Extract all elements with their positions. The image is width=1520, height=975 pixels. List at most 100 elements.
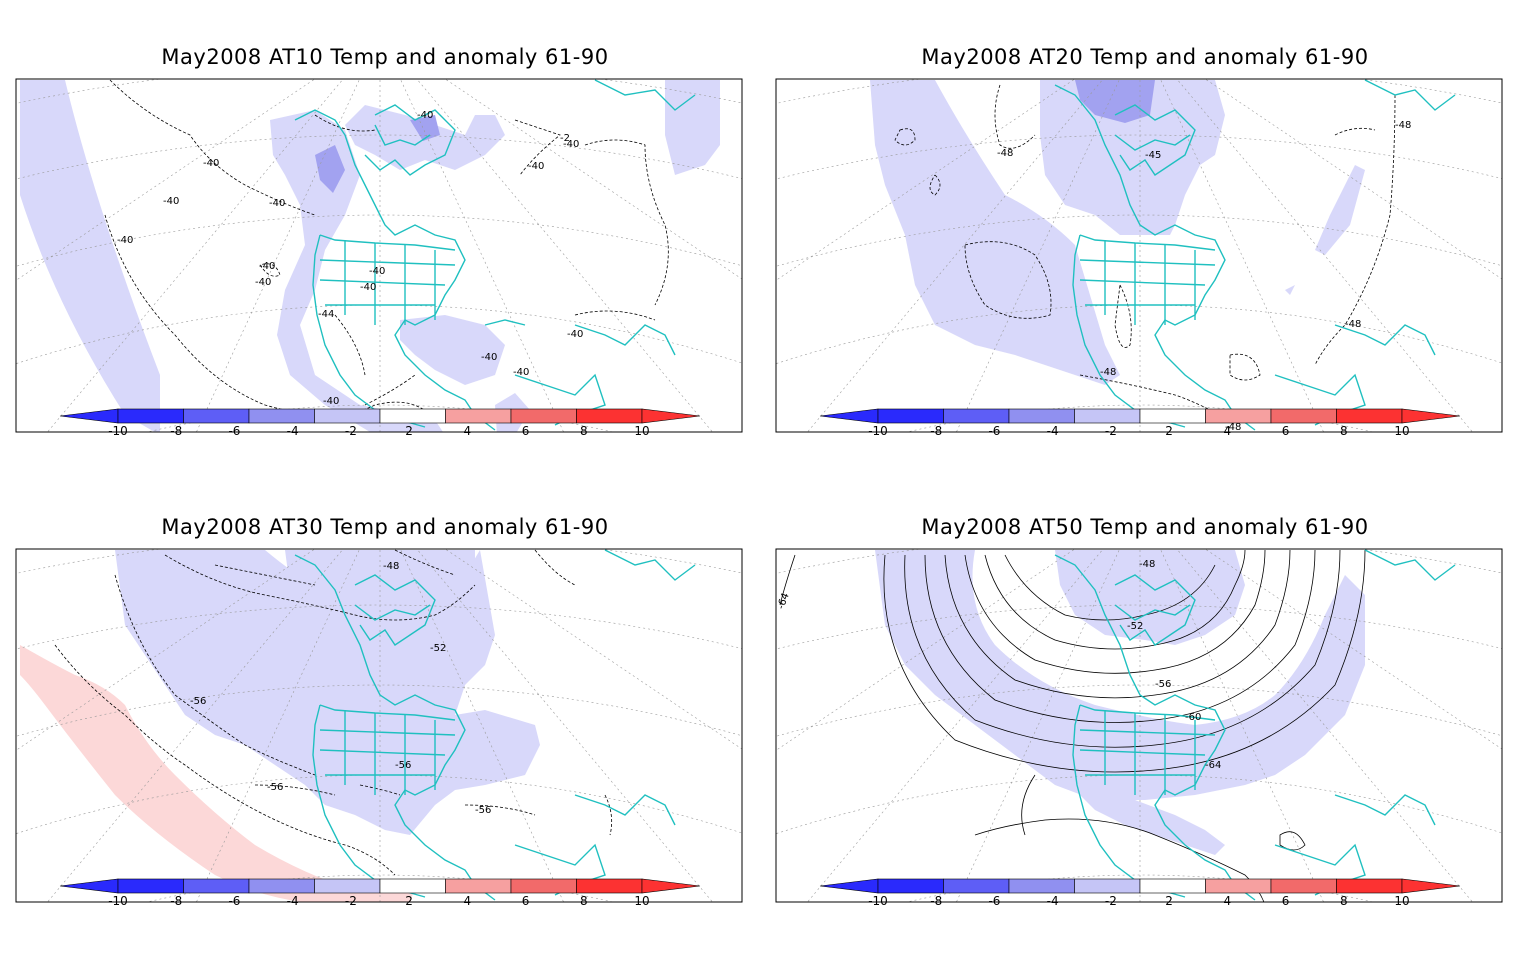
colorbar-tick-label: 2 <box>405 424 413 438</box>
contour-label: -40 <box>481 352 497 363</box>
contour-label: -2 <box>560 133 570 144</box>
colorbar-tick-label: 6 <box>522 894 530 908</box>
contour-label: -40 <box>323 396 339 407</box>
lat-lon-grid <box>16 79 742 432</box>
anomaly-region <box>270 110 443 432</box>
lat-lon-grid <box>776 79 1502 432</box>
anomaly-region <box>1040 80 1225 235</box>
anomaly-region <box>1075 80 1155 123</box>
contour-label: -40 <box>269 198 285 209</box>
colorbar-tick-label: 4 <box>1224 424 1232 438</box>
colorbar-box <box>576 878 643 894</box>
map-at20: -48 -45 -48 -48 -48 -48 <box>775 78 1503 433</box>
colorbar-arrow-left <box>59 408 119 424</box>
colorbar-tick-label: -2 <box>345 894 357 908</box>
colorbar-box <box>314 878 381 894</box>
temperature-contours <box>104 79 669 421</box>
anomaly-region <box>400 315 505 385</box>
colorbar-box <box>1270 878 1337 894</box>
anomaly-region <box>1315 165 1365 255</box>
colorbar-arrow-right <box>641 878 701 894</box>
contour-label: -40 <box>417 110 433 121</box>
panel-title: May2008 AT30 Temp and anomaly 61-90 <box>161 515 609 539</box>
colorbar: -10 -8 -6 -4 -2 2 4 6 8 10 <box>59 408 701 438</box>
colorbar-box <box>510 408 577 424</box>
colorbar-tick-label: 2 <box>1165 424 1173 438</box>
colorbar-tick-label: -8 <box>170 424 182 438</box>
panel-at20: May2008 AT20 Temp and anomaly 61-90 <box>775 45 1515 505</box>
colorbar-tick-label: 8 <box>1340 894 1348 908</box>
contour-label: -48 <box>1139 559 1155 570</box>
contour-label-group: -48 -52 -56 -56 -56 -56 <box>190 561 491 816</box>
colorbar-box <box>1008 878 1075 894</box>
contour-label-group: -40 -40 -40 -40 -40 -40 -40 -40 -40 -40 … <box>117 110 583 407</box>
contour-label: -45 <box>1145 150 1161 161</box>
colorbar-box <box>1270 408 1337 424</box>
colorbar-tick-label: -8 <box>930 894 942 908</box>
colorbar-arrow-right <box>1401 878 1461 894</box>
colorbar-tick-label: 10 <box>634 424 649 438</box>
colorbar: -10 -8 -6 -4 -2 2 4 6 8 10 <box>59 878 701 908</box>
map-at30: -48 -52 -56 -56 -56 -56 <box>15 548 743 903</box>
temperature-contours <box>779 549 1366 902</box>
colorbar-tick-label: -4 <box>1047 894 1059 908</box>
contour-label: -40 <box>203 158 219 169</box>
contour-label: -40 <box>255 277 271 288</box>
colorbar: -10 -8 -6 -4 -2 2 4 6 8 10 <box>819 878 1461 908</box>
contour-label: -64 <box>1205 760 1221 771</box>
contour-label: -56 <box>190 696 206 707</box>
contour-label: -40 <box>259 261 275 272</box>
colorbar-tick-label: -10 <box>108 894 128 908</box>
contour-label: -48 <box>1225 422 1241 433</box>
contour-label: -56 <box>1155 679 1171 690</box>
colorbar-arrow-right <box>1401 408 1461 424</box>
colorbar-box <box>445 408 512 424</box>
colorbar-tick-label: 8 <box>1340 424 1348 438</box>
colorbar-tick-label: 6 <box>522 424 530 438</box>
colorbar-arrow-left <box>819 878 879 894</box>
contour-label: -40 <box>567 329 583 340</box>
contour-label: -40 <box>563 139 579 150</box>
contour-label: -40 <box>163 196 179 207</box>
colorbar-tick-label: 4 <box>464 424 472 438</box>
panel-title: May2008 AT10 Temp and anomaly 61-90 <box>161 45 609 69</box>
colorbar-tick-label: -10 <box>868 424 888 438</box>
colorbar-box <box>379 878 446 894</box>
colorbar-tick-label: -6 <box>988 424 1000 438</box>
colorbar-tick-label: -2 <box>1105 424 1117 438</box>
colorbar-tick-label: -6 <box>988 894 1000 908</box>
colorbar-tick-label: 6 <box>1282 894 1290 908</box>
colorbar-box <box>183 878 250 894</box>
colorbar-box <box>117 408 184 424</box>
colorbar-tick-label: -2 <box>345 424 357 438</box>
anomaly-region <box>410 115 440 141</box>
colorbar-box <box>1139 878 1206 894</box>
panel-at30: May2008 AT30 Temp and anomaly 61-90 <box>15 515 755 975</box>
colorbar-tick-label: 8 <box>580 894 588 908</box>
colorbar-box <box>877 408 944 424</box>
colorbar-box <box>1008 408 1075 424</box>
contour-label: -56 <box>395 760 411 771</box>
colorbar-box <box>1336 878 1403 894</box>
colorbar-box <box>1074 408 1141 424</box>
colorbar-tick-label: -8 <box>170 894 182 908</box>
colorbar: -10 -8 -6 -4 -2 2 4 6 8 10 <box>819 408 1461 438</box>
contour-label: -48 <box>997 148 1013 159</box>
colorbar-box <box>576 408 643 424</box>
contour-label: -52 <box>430 643 446 654</box>
contour-label: -48 <box>383 561 399 572</box>
colorbar-box <box>248 408 315 424</box>
map-at50: -48 -52 -56 -60 -64 -64 <box>775 548 1503 903</box>
anomaly-region <box>20 80 160 432</box>
colorbar-tick-label: -6 <box>228 894 240 908</box>
colorbar-box <box>943 878 1010 894</box>
colorbar-tick-label: -10 <box>108 424 128 438</box>
colorbar-tick-label: 6 <box>1282 424 1290 438</box>
contour-label: -40 <box>528 161 544 172</box>
colorbar-box <box>1336 408 1403 424</box>
colorbar-box <box>248 878 315 894</box>
lat-lon-grid <box>776 549 1502 902</box>
temperature-contours <box>54 549 613 876</box>
anomaly-region <box>315 145 345 193</box>
colorbar-box <box>445 878 512 894</box>
